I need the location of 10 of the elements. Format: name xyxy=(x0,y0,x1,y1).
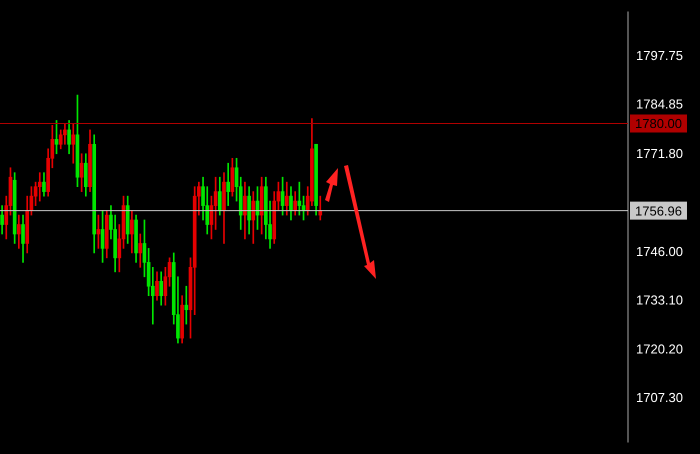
y-tick-label: 1797.75 xyxy=(636,48,683,63)
ref-line-label: 1780.00 xyxy=(635,116,682,132)
y-tick-label: 1784.85 xyxy=(636,96,683,112)
candlestick xyxy=(54,120,58,154)
y-tick-label: 1707.30 xyxy=(636,390,683,406)
ref-line-label: 1756.96 xyxy=(635,203,682,218)
y-tick-label: 1746.00 xyxy=(636,244,683,259)
y-tick-label: 1733.10 xyxy=(636,292,683,308)
y-tick-label: 1720.20 xyxy=(636,341,683,356)
y-tick-label: 1771.80 xyxy=(636,146,683,162)
